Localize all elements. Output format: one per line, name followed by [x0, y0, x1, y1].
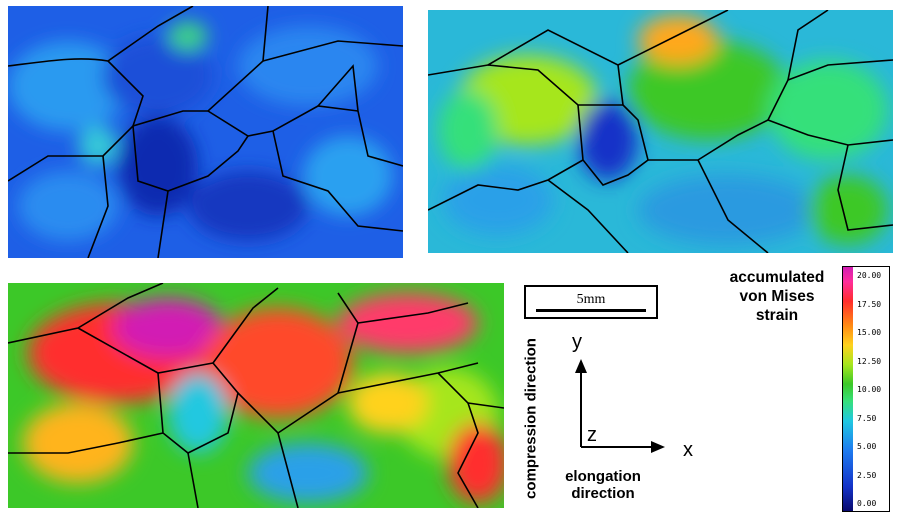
scale-bar: 5mm: [524, 285, 658, 319]
colorbar-tick-label: 12.50: [857, 356, 882, 366]
elongation-direction-line2: direction: [571, 485, 635, 502]
elongation-direction-label: elongation direction: [548, 468, 658, 502]
scale-bar-label: 5mm: [576, 292, 606, 307]
z-axis-label: z: [587, 424, 597, 446]
colorbar-title-line3: strain: [755, 307, 799, 324]
colorbar-tick-label: 20.00: [857, 271, 882, 280]
colorbar-tick-label: 2.50: [857, 470, 877, 480]
strain-map-medium: [428, 10, 893, 253]
strain-map-medium-image: [428, 10, 893, 253]
colorbar-title-line2: von Mises: [739, 288, 815, 305]
compression-direction-label: compression direction: [522, 338, 540, 499]
colorbar: 20.00 17.50 15.00 12.50 10.00 7.50 5.00 2.50 0.0…: [842, 266, 890, 512]
strain-map-high: [8, 283, 504, 508]
x-axis-label: x: [683, 439, 693, 461]
coordinate-axes: y x z: [545, 331, 715, 465]
strain-map-high-image: [8, 283, 504, 508]
y-arrowhead-icon: [575, 359, 587, 373]
colorbar-tick-label: 10.00: [857, 385, 882, 394]
colorbar-tick-label: 15.00: [857, 328, 882, 337]
colorbar-tick-label: 0.00: [857, 499, 877, 508]
axes-arrows: [575, 359, 665, 453]
colorbar-tick-label: 7.50: [857, 413, 877, 423]
elongation-direction-line1: elongation: [565, 468, 641, 485]
colorbar-gradient: [843, 267, 853, 511]
colorbar-title-line1: accumulated: [729, 269, 825, 286]
strain-map-low: [8, 6, 403, 258]
scale-bar-line: [536, 309, 646, 312]
strain-map-low-image: [8, 6, 403, 258]
colorbar-tick-label: 5.00: [857, 442, 877, 451]
x-arrowhead-icon: [651, 441, 665, 453]
colorbar-title: accumulated von Mises strain: [712, 268, 842, 325]
y-axis-label: y: [572, 331, 582, 353]
colorbar-tick-label: 17.50: [857, 299, 882, 309]
